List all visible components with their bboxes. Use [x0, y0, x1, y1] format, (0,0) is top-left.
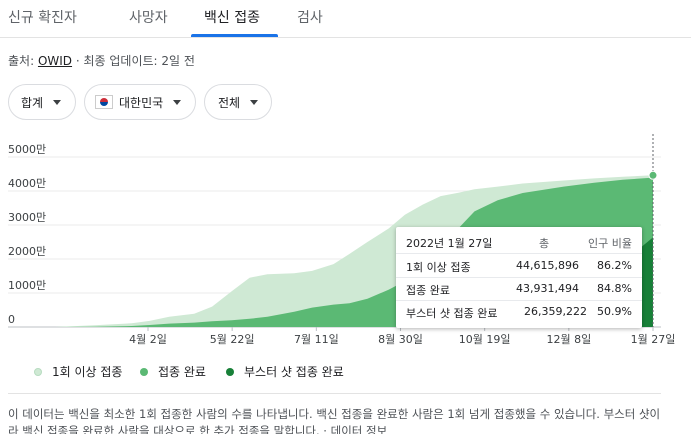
legend-label: 접종 완료: [158, 365, 206, 379]
footnote: 이 데이터는 백신을 최소한 1회 접종한 사람의 수를 나타냅니다. 백신 접…: [8, 406, 668, 434]
x-tick-label: 12월 8일: [546, 332, 591, 346]
scope-dropdown[interactable]: 전체: [204, 84, 272, 120]
legend-item[interactable]: 부스터 샷 접종 완료: [226, 363, 344, 380]
data-info-link[interactable]: 데이터 정보: [330, 424, 388, 434]
chart-tooltip: 2022년 1월 27일 총 인구 비율 1회 이상 접종 44,615,896…: [396, 227, 642, 328]
y-tick-label: 3000만: [8, 211, 46, 224]
legend-swatch: [34, 367, 42, 376]
tooltip-col-pct: 인구 비율: [588, 237, 632, 250]
korea-flag-icon: [95, 95, 113, 109]
x-tick-label: 7월 11일: [294, 332, 339, 346]
source-suffix: · 최종 업데이트: 2일 전: [72, 54, 195, 68]
tooltip-date: 2022년 1월 27일: [406, 237, 493, 250]
legend-label: 1회 이상 접종: [52, 365, 123, 379]
y-tick-label: 1000만: [8, 279, 46, 292]
x-tick-label: 4월 2일: [129, 332, 167, 346]
tab-deaths[interactable]: 사망자: [129, 10, 168, 26]
metric-dropdown[interactable]: 합계: [8, 84, 76, 120]
y-tick-label: 5000만: [8, 143, 46, 156]
chevron-down-icon: [250, 99, 259, 105]
source-prefix: 출처:: [8, 54, 38, 68]
legend-swatch: [226, 367, 234, 376]
tooltip-row-label: 1회 이상 접종: [406, 261, 471, 274]
tab-bar: 신규 확진자 사망자 백신 접종 검사: [0, 0, 691, 38]
x-tick-label: 5월 22일: [210, 332, 255, 346]
y-tick-label: 0: [8, 313, 15, 326]
source-link[interactable]: OWID: [37, 54, 73, 68]
active-tab-indicator: [191, 34, 278, 37]
tooltip-row-total: 44,615,896: [516, 259, 579, 272]
x-tick-label: 10월 19일: [459, 332, 511, 346]
country-dropdown-label: 대한민국: [119, 95, 164, 110]
y-axis-ticks: 0 1000만 2000만 3000만 4000만 5000만: [8, 143, 46, 326]
divider: [8, 393, 661, 394]
tab-tests[interactable]: 검사: [297, 10, 323, 26]
hover-point[interactable]: [648, 170, 658, 180]
metric-dropdown-label: 합계: [21, 95, 44, 110]
legend-label: 부스터 샷 접종 완료: [244, 365, 344, 379]
chevron-down-icon: [173, 99, 182, 105]
tooltip-row-label: 접종 완료: [406, 284, 450, 297]
chevron-down-icon: [53, 99, 62, 105]
source-line: 출처: OWID · 최종 업데이트: 2일 전: [8, 52, 195, 69]
footnote-text: 이 데이터는 백신을 최소한 1회 접종한 사람의 수를 나타냅니다. 백신 접…: [8, 407, 661, 434]
x-tick-label: 1월 27일: [631, 332, 676, 346]
tooltip-row-pct: 86.2%: [597, 259, 632, 272]
y-tick-label: 4000만: [8, 177, 46, 190]
x-tick-label: 8월 30일: [378, 332, 423, 346]
tab-vaccinations[interactable]: 백신 접종: [204, 10, 260, 26]
legend-item[interactable]: 1회 이상 접종: [34, 363, 122, 380]
y-tick-label: 2000만: [8, 245, 46, 258]
legend-item[interactable]: 접종 완료: [140, 363, 206, 380]
tooltip-row-label: 부스터 샷 접종 완료: [406, 307, 498, 320]
country-dropdown[interactable]: 대한민국: [84, 84, 196, 120]
tooltip-col-total: 총: [539, 237, 550, 250]
tab-new-cases[interactable]: 신규 확진자: [8, 10, 77, 26]
tooltip-row-pct: 84.8%: [597, 282, 632, 295]
scope-dropdown-label: 전체: [218, 95, 241, 110]
x-axis-ticks: 4월 2일 5월 22일 7월 11일 8월 30일 10월 19일 12월 8일 1월 2…: [129, 327, 675, 346]
tooltip-row-total: 26,359,222: [524, 305, 587, 318]
tooltip-row-pct: 50.9%: [597, 305, 632, 318]
tooltip-row-total: 43,931,494: [516, 282, 579, 295]
legend-swatch: [140, 367, 148, 376]
